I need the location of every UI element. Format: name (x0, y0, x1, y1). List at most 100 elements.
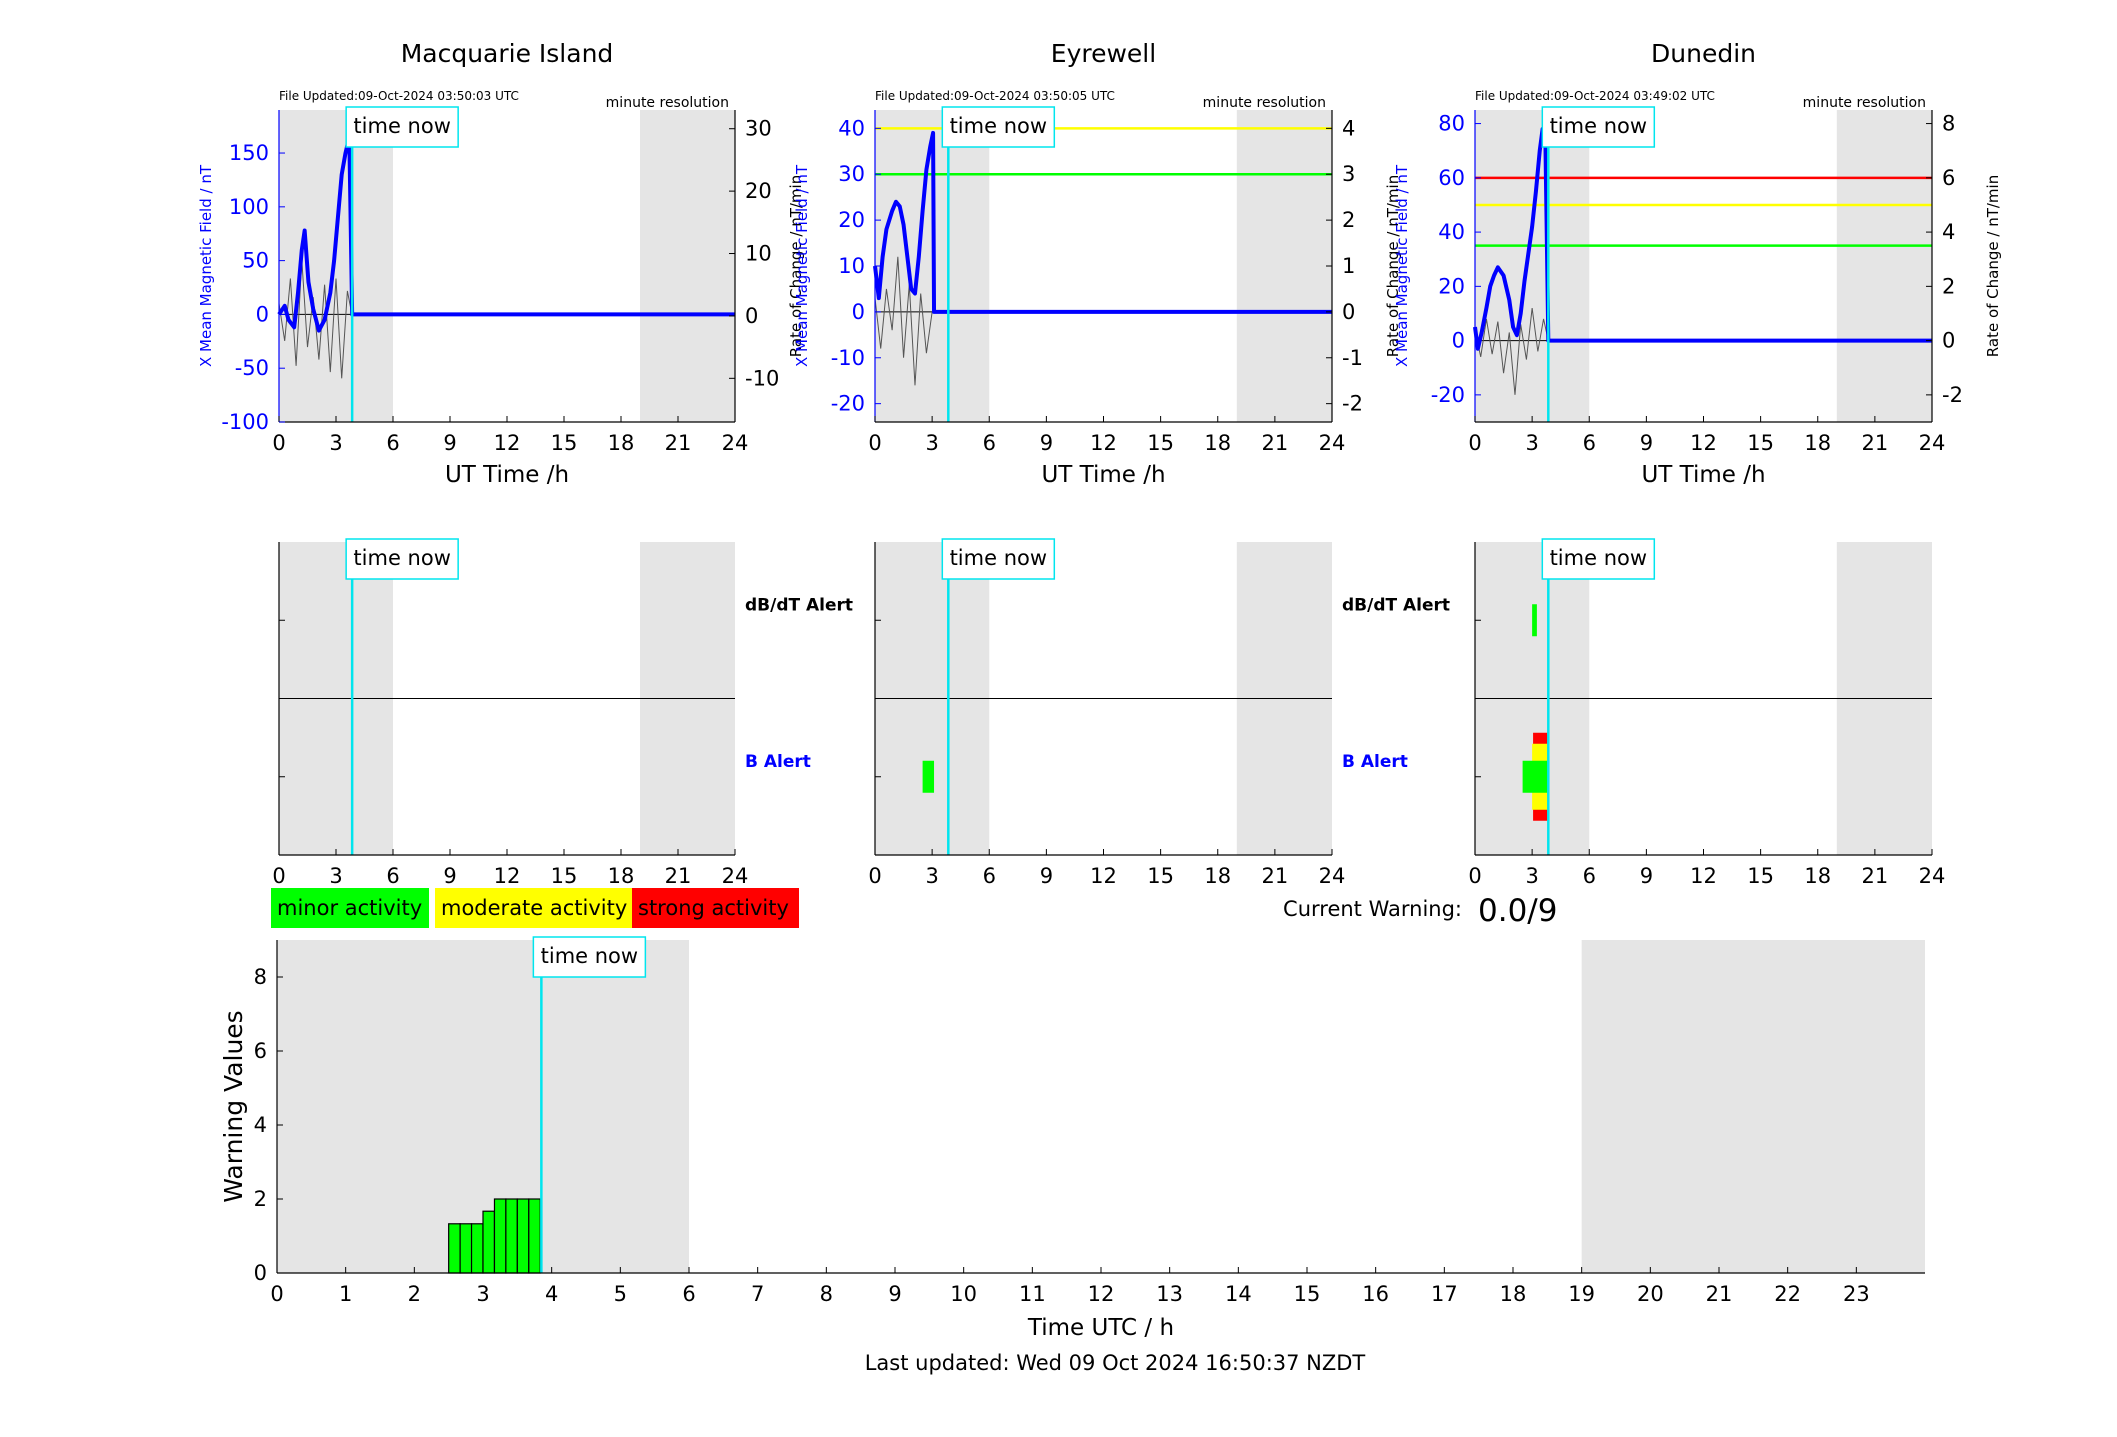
x-tick-label: 15 (1147, 431, 1174, 455)
y-tick-label: 0 (256, 302, 269, 326)
y-tick-label: 50 (242, 249, 269, 273)
y-tick-label: 2 (254, 1187, 267, 1211)
file-updated-text: File Updated:09-Oct-2024 03:49:02 UTC (1475, 89, 1715, 103)
y2-tick-label: 4 (1342, 116, 1355, 140)
y2-tick-label: 1 (1342, 254, 1355, 278)
y2-tick-label: 8 (1942, 112, 1955, 136)
y-tick-label: -20 (1431, 383, 1465, 407)
y2-axis-label: Rate of Change / nT/min (1384, 175, 1402, 357)
x-tick-label: 8 (820, 1282, 833, 1306)
resolution-text: minute resolution (606, 95, 729, 111)
x-tick-label: 3 (329, 864, 342, 888)
y-tick-label: 0 (254, 1261, 267, 1285)
x-tick-label: 9 (443, 864, 456, 888)
y2-axis-label: Rate of Change / nT/min (787, 175, 805, 357)
dbdt-alert-bar (1532, 604, 1537, 637)
x-tick-label: 21 (1862, 431, 1889, 455)
x-tick-label: 9 (888, 1282, 901, 1306)
x-tick-label: 21 (665, 864, 692, 888)
x-tick-label: 9 (1040, 431, 1053, 455)
legend-label: strong activity (638, 896, 789, 920)
night-shade-band (1236, 110, 1332, 422)
x-tick-label: 6 (386, 431, 399, 455)
x-tick-label: 6 (386, 864, 399, 888)
y2-tick-label: 2 (1342, 208, 1355, 232)
x-tick-label: 24 (1919, 864, 1946, 888)
x-tick-label: 0 (868, 864, 881, 888)
x-tick-label: 0 (868, 431, 881, 455)
chart-title: Macquarie Island (401, 39, 614, 68)
x-tick-label: 12 (1090, 864, 1117, 888)
time-now-label: time now (950, 546, 1047, 570)
x-tick-label: 7 (751, 1282, 764, 1306)
y-tick-label: 150 (229, 141, 269, 165)
x-tick-label: 6 (1583, 431, 1596, 455)
warning-bar (459, 1223, 473, 1274)
current-warning-value: 0.0/9 (1478, 893, 1557, 929)
time-now-box (1541, 106, 1656, 148)
y-tick-label: 60 (1438, 166, 1465, 190)
x-tick-label: 20 (1637, 1282, 1664, 1306)
time-now-box (345, 106, 459, 148)
x-tick-label: 12 (1088, 1282, 1115, 1306)
x-tick-label: 0 (1468, 864, 1481, 888)
y-tick-label: 0 (852, 300, 865, 324)
x-tick-label: 4 (545, 1282, 558, 1306)
x-axis-label: UT Time /h (1041, 462, 1165, 488)
y-tick-label: 6 (254, 1039, 267, 1063)
x-tick-label: 3 (1525, 431, 1538, 455)
y-tick-label: 40 (1438, 220, 1465, 244)
x-axis-label: UT Time /h (1641, 462, 1765, 488)
y2-tick-label: 0 (745, 304, 758, 328)
file-updated-text: File Updated:09-Oct-2024 03:50:05 UTC (875, 89, 1115, 103)
resolution-text: minute resolution (1803, 95, 1926, 111)
time-now-label: time now (353, 546, 450, 570)
time-now-label: time now (1550, 114, 1647, 138)
chart-title: Eyrewell (1051, 39, 1156, 68)
magnetic-field-trace (873, 130, 1332, 314)
y-tick-label: 4 (254, 1113, 267, 1137)
x-tick-label: 18 (1500, 1282, 1527, 1306)
x-tick-label: 6 (983, 864, 996, 888)
chart-macquarie: time now Macquarie Island File Updated:09-… (197, 39, 805, 488)
x-tick-label: 0 (272, 864, 285, 888)
x-axis-label: UT Time /h (445, 462, 569, 488)
y2-tick-label: 30 (745, 117, 772, 141)
b-alert-bar (922, 760, 935, 793)
chart-eyrewell: time now Eyrewell File Updated:09-Oct-2024… (793, 39, 1402, 488)
x-tick-label: 24 (1319, 431, 1346, 455)
y-tick-label: 8 (254, 965, 267, 989)
y-tick-label: -50 (235, 356, 269, 380)
x-tick-label: 18 (608, 431, 635, 455)
x-tick-label: 3 (329, 431, 342, 455)
x-tick-label: 23 (1843, 1282, 1870, 1306)
time-now-box (941, 106, 1056, 148)
x-tick-label: 9 (1040, 864, 1053, 888)
night-shade-band (279, 110, 393, 422)
time-now-label: time now (541, 944, 638, 968)
x-tick-label: 15 (1747, 864, 1774, 888)
warning-bar (516, 1198, 530, 1274)
x-tick-label: 15 (551, 431, 578, 455)
x-tick-label: 3 (476, 1282, 489, 1306)
x-tick-label: 12 (494, 431, 521, 455)
y2-tick-label: 0 (1942, 329, 1955, 353)
time-now-label: time now (950, 114, 1047, 138)
legend-label: moderate activity (441, 896, 627, 920)
y2-tick-label: 0 (1342, 300, 1355, 324)
alert-panels: time now dB/dT Alert B Alert 0 3 6 9 12 15 18 21 24… (272, 538, 1946, 888)
chart-title: Dunedin (1651, 39, 1756, 68)
y2-tick-label: 20 (745, 179, 772, 203)
y-tick-label: 10 (838, 254, 865, 278)
b-alert-label: B Alert (745, 752, 811, 772)
current-warning-label: Current Warning: (1283, 897, 1462, 921)
y-tick-label: -100 (221, 410, 269, 434)
file-updated-text: File Updated:09-Oct-2024 03:50:03 UTC (279, 89, 519, 103)
y2-tick-label: -2 (1342, 392, 1363, 416)
x-tick-label: 3 (925, 864, 938, 888)
night-shade-band (1581, 940, 1925, 1273)
x-tick-label: 17 (1431, 1282, 1458, 1306)
y-axis-label: X Mean Magnetic Field / nT (793, 164, 811, 367)
warning-bar (528, 1198, 541, 1274)
